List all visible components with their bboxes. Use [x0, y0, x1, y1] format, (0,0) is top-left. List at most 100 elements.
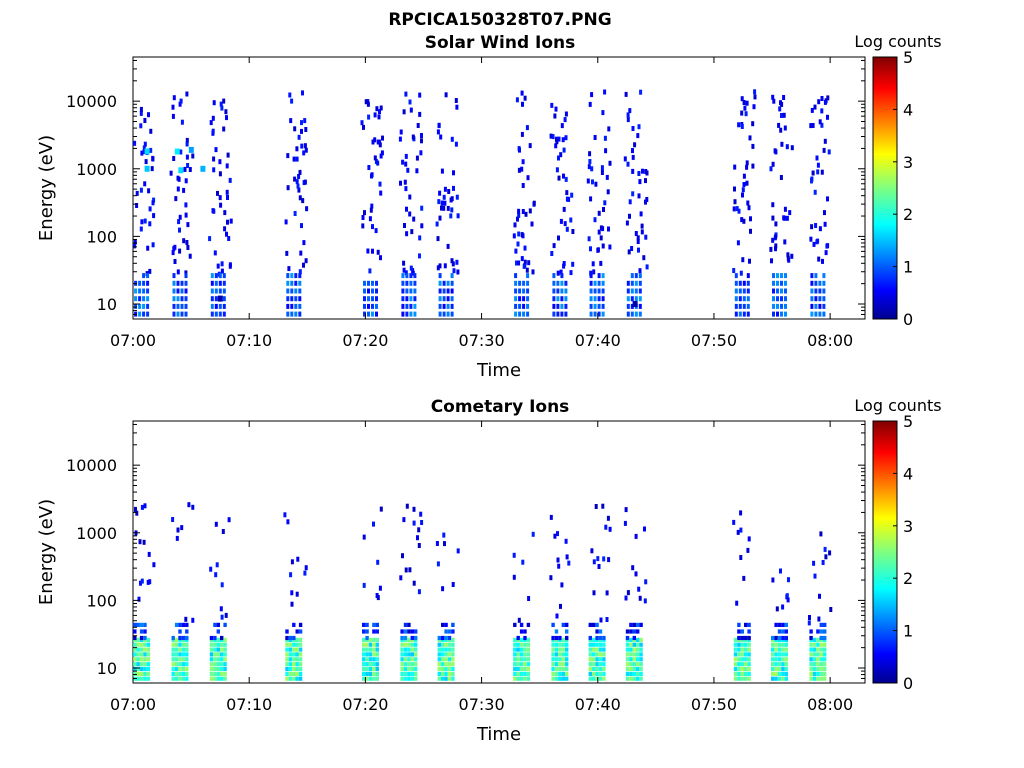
heat-cell: [737, 635, 741, 641]
heat-cell: [143, 647, 147, 652]
heat-cell: [148, 221, 152, 227]
heat-cell: [742, 218, 746, 224]
heat-cell: [437, 635, 441, 641]
heat-cell: [180, 296, 184, 302]
heatmap-cells: [133, 89, 831, 317]
heat-cell: [228, 262, 232, 268]
heat-cell: [294, 280, 298, 286]
heat-cell: [410, 662, 414, 667]
heat-cell: [522, 280, 526, 286]
heat-cell: [288, 635, 293, 641]
heat-cell: [629, 666, 633, 672]
heat-cell: [630, 303, 634, 309]
heat-cell: [363, 296, 366, 302]
heat-cell: [362, 666, 366, 672]
heat-cell: [740, 671, 744, 676]
heat-cell: [771, 202, 775, 208]
heat-cell: [601, 288, 605, 294]
heat-cell: [740, 666, 744, 672]
heat-cell: [185, 137, 189, 143]
heat-cell: [733, 676, 738, 681]
heat-cell: [814, 311, 818, 317]
heat-cell: [405, 206, 408, 212]
heat-cell: [225, 163, 229, 169]
heat-cell: [607, 557, 611, 563]
heat-cell: [148, 206, 152, 212]
heat-cell: [418, 235, 422, 241]
heat-cell: [149, 147, 153, 153]
heat-cell: [173, 244, 177, 250]
heat-cell: [400, 652, 404, 657]
heat-cell: [295, 629, 299, 634]
heat-cell: [441, 622, 445, 627]
heat-cell: [819, 676, 823, 681]
heat-cell: [437, 647, 441, 652]
heat-cell: [440, 168, 444, 174]
heat-cell: [781, 662, 785, 667]
heat-cell: [751, 121, 755, 127]
heat-cell: [402, 109, 406, 115]
heat-cell: [443, 186, 447, 192]
heat-cell: [623, 156, 627, 162]
heat-cell: [419, 150, 423, 156]
heat-cell: [372, 642, 376, 647]
heat-cell: [297, 134, 301, 140]
heat-cell: [624, 595, 628, 601]
heat-cell: [185, 662, 189, 667]
heat-cell: [523, 662, 527, 667]
heat-cell: [632, 301, 638, 307]
heat-cell: [216, 652, 220, 657]
heat-cell: [375, 642, 379, 647]
heat-cell: [589, 246, 592, 252]
heat-cell: [403, 642, 408, 647]
heat-cell: [174, 657, 179, 662]
heat-cell: [747, 666, 751, 672]
heat-cell: [746, 200, 750, 206]
heat-cell: [603, 200, 607, 206]
heat-cell: [645, 197, 649, 202]
heat-cell: [213, 666, 217, 672]
heat-cell: [637, 171, 641, 176]
heat-cell: [736, 240, 740, 246]
heat-cell: [632, 622, 636, 627]
heat-cell: [561, 647, 565, 652]
heat-cell: [363, 303, 366, 309]
heat-cell: [134, 288, 138, 294]
heat-cell: [628, 213, 631, 219]
heat-cell: [185, 657, 189, 662]
heat-cell: [213, 250, 217, 256]
heat-cell: [588, 652, 592, 657]
heat-cell: [736, 529, 740, 535]
heat-cell: [372, 671, 376, 676]
heat-cell: [178, 248, 182, 254]
heat-cell: [297, 174, 301, 179]
heat-cell: [363, 280, 366, 286]
heat-cell: [420, 205, 424, 211]
heat-cell: [552, 303, 556, 309]
heat-cell: [746, 547, 750, 553]
heat-cell: [598, 629, 603, 634]
heat-cell: [557, 175, 561, 181]
heat-cell: [826, 95, 830, 101]
heat-cell: [526, 637, 531, 642]
heat-cell: [214, 303, 218, 309]
heat-cell: [737, 642, 741, 647]
heat-cell: [143, 635, 147, 641]
heat-cell: [592, 647, 596, 652]
heat-cell: [408, 194, 412, 200]
heat-cell: [295, 591, 299, 597]
heat-cell: [174, 622, 179, 627]
heat-cell: [298, 311, 302, 317]
heat-cell: [781, 671, 785, 676]
heat-cell: [526, 642, 531, 647]
heat-cell: [174, 666, 179, 672]
heat-cell: [298, 652, 303, 657]
heat-cell: [437, 666, 441, 672]
heat-cell: [414, 666, 418, 672]
heat-cell: [223, 652, 227, 657]
heat-cell: [519, 629, 524, 634]
heat-cell: [376, 595, 380, 601]
heat-cell: [368, 216, 372, 222]
heat-cell: [774, 662, 778, 667]
heat-cell: [809, 647, 813, 652]
